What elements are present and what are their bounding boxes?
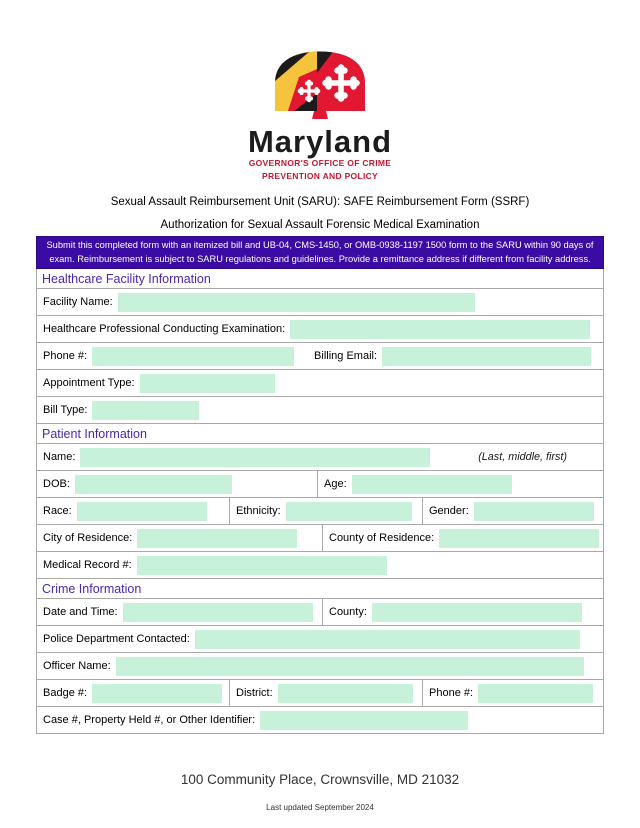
ethnicity-label: Ethnicity: bbox=[236, 505, 281, 517]
appointment-type-label: Appointment Type: bbox=[43, 377, 135, 389]
gender-input[interactable] bbox=[473, 501, 594, 521]
city-of-residence-label: City of Residence: bbox=[43, 532, 133, 544]
appointment-type-input[interactable] bbox=[139, 373, 275, 393]
dob-label: DOB: bbox=[43, 478, 70, 490]
section-header-crime: Crime Information bbox=[36, 579, 604, 599]
maryland-flag-logo bbox=[275, 51, 365, 119]
officer-phone-label: Phone #: bbox=[429, 687, 474, 699]
submission-instructions-banner: Submit this completed form with an itemi… bbox=[36, 236, 604, 269]
form-row-medical-record: Medical Record #: bbox=[36, 552, 604, 579]
officer-name-label: Officer Name: bbox=[43, 660, 111, 672]
form-row-police-department: Police Department Contacted: bbox=[36, 626, 604, 653]
date-and-time-label: Date and Time: bbox=[43, 606, 118, 618]
county-of-residence-label: County of Residence: bbox=[329, 532, 435, 544]
age-label: Age: bbox=[324, 478, 347, 490]
form-title-line2: Authorization for Sexual Assault Forensi… bbox=[160, 219, 480, 232]
form-row-dob-age: DOB: Age: bbox=[36, 471, 604, 498]
district-label: District: bbox=[236, 687, 273, 699]
patient-name-input[interactable] bbox=[80, 447, 431, 467]
form-row-badge-district-phone: Badge #: District: Phone #: bbox=[36, 680, 604, 707]
patient-name-hint: (Last, middle, first) bbox=[478, 451, 567, 463]
ethnicity-input[interactable] bbox=[285, 501, 412, 521]
form-row-officer-name: Officer Name: bbox=[36, 653, 604, 680]
facility-name-input[interactable] bbox=[117, 292, 475, 312]
form-row-residence: City of Residence: County of Residence: bbox=[36, 525, 604, 552]
form-row-date-county: Date and Time: County: bbox=[36, 599, 604, 626]
county-input[interactable] bbox=[371, 602, 582, 622]
footer-last-updated: Last updated September 2024 bbox=[266, 803, 374, 812]
section-header-patient: Patient Information bbox=[36, 424, 604, 444]
form-row-appointment-type: Appointment Type: bbox=[36, 370, 604, 397]
district-input[interactable] bbox=[277, 683, 413, 703]
reimbursement-form: Submit this completed form with an itemi… bbox=[36, 236, 604, 734]
facility-name-label: Facility Name: bbox=[43, 296, 113, 308]
bill-type-label: Bill Type: bbox=[43, 404, 88, 416]
medical-record-input[interactable] bbox=[136, 555, 387, 575]
phone-input[interactable] bbox=[92, 346, 295, 366]
form-row-race-ethnicity-gender: Race: Ethnicity: Gender: bbox=[36, 498, 604, 525]
bill-type-input[interactable] bbox=[92, 400, 200, 420]
race-input[interactable] bbox=[76, 501, 207, 521]
page-header: Maryland GOVERNOR'S OFFICE OF CRIME PREV… bbox=[0, 0, 640, 231]
police-department-label: Police Department Contacted: bbox=[43, 633, 190, 645]
police-department-input[interactable] bbox=[194, 629, 580, 649]
form-row-bill-type: Bill Type: bbox=[36, 397, 604, 424]
logo-office-line2: PREVENTION AND POLICY bbox=[261, 171, 379, 182]
officer-name-input[interactable] bbox=[115, 656, 584, 676]
phone-label: Phone #: bbox=[43, 350, 88, 362]
gender-label: Gender: bbox=[429, 505, 469, 517]
case-identifier-label: Case #, Property Held #, or Other Identi… bbox=[43, 714, 256, 726]
patient-name-label: Name: bbox=[43, 451, 76, 463]
footer-address: 100 Community Place, Crownsville, MD 210… bbox=[180, 772, 460, 787]
form-row-case-identifier: Case #, Property Held #, or Other Identi… bbox=[36, 707, 604, 734]
badge-input[interactable] bbox=[92, 683, 223, 703]
case-identifier-input[interactable] bbox=[260, 710, 469, 730]
age-input[interactable] bbox=[351, 474, 512, 494]
city-of-residence-input[interactable] bbox=[137, 528, 298, 548]
logo-wordmark: Maryland bbox=[247, 124, 393, 159]
officer-phone-input[interactable] bbox=[478, 683, 594, 703]
section-header-facility: Healthcare Facility Information bbox=[36, 269, 604, 289]
badge-label: Badge #: bbox=[43, 687, 88, 699]
form-row-facility-name: Facility Name: bbox=[36, 289, 604, 316]
date-and-time-input[interactable] bbox=[122, 602, 313, 622]
professional-input[interactable] bbox=[290, 319, 591, 339]
billing-email-label: Billing Email: bbox=[314, 350, 378, 362]
logo-office-line1: GOVERNOR'S OFFICE OF CRIME bbox=[248, 158, 392, 168]
billing-email-input[interactable] bbox=[382, 346, 592, 366]
form-row-phone-email: Phone #: Billing Email: bbox=[36, 343, 604, 370]
form-row-patient-name: Name: (Last, middle, first) bbox=[36, 444, 604, 471]
county-label: County: bbox=[329, 606, 367, 618]
race-label: Race: bbox=[43, 505, 72, 517]
dob-input[interactable] bbox=[74, 474, 232, 494]
form-row-professional: Healthcare Professional Conducting Exami… bbox=[36, 316, 604, 343]
professional-label: Healthcare Professional Conducting Exami… bbox=[43, 323, 286, 335]
county-of-residence-input[interactable] bbox=[439, 528, 600, 548]
form-title-line1: Sexual Assault Reimbursement Unit (SARU)… bbox=[110, 196, 530, 209]
medical-record-label: Medical Record #: bbox=[43, 559, 132, 571]
